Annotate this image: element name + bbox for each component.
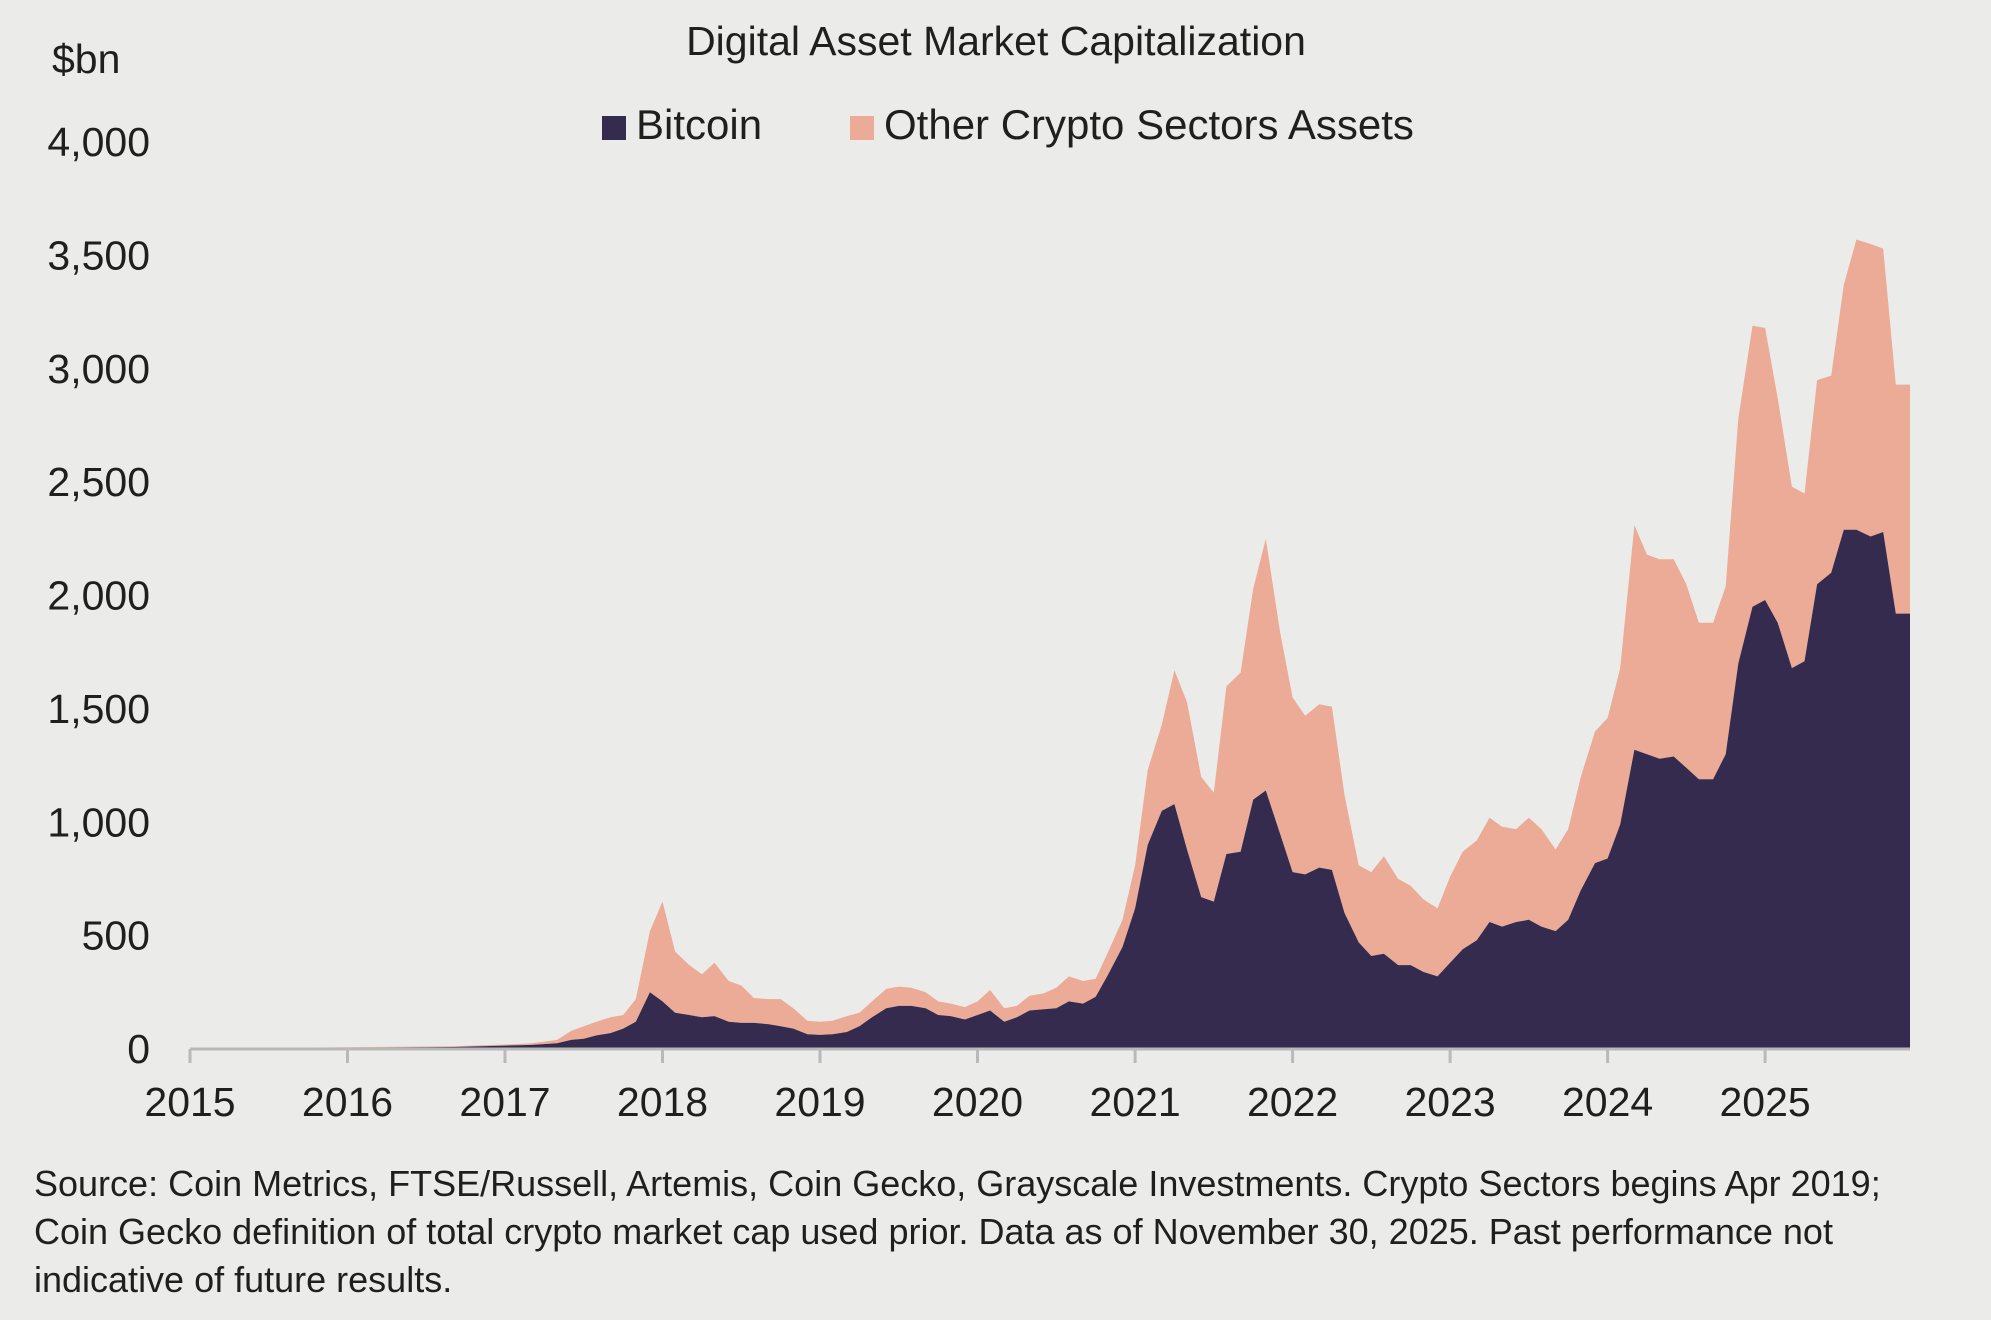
axes: 0 500 1,000 1,500 2,000 2,500 3,000 3,500 4,000 2…	[47, 119, 1910, 1125]
y-unit-label: $bn	[52, 36, 120, 82]
source-note: Source: Coin Metrics, FTSE/Russell, Arte…	[34, 1163, 1881, 1300]
series-area-other-crypto	[190, 239, 1910, 1049]
x-tick-label: 2021	[1089, 1079, 1180, 1125]
x-tick-label: 2023	[1404, 1079, 1495, 1125]
x-tick-label: 2022	[1247, 1079, 1338, 1125]
legend: Bitcoin Other Crypto Sectors Assets	[602, 101, 1414, 148]
x-tick-label: 2025	[1719, 1079, 1810, 1125]
y-tick-label: 500	[82, 913, 150, 959]
plot-area	[190, 239, 1910, 1049]
y-tick-label: 3,500	[47, 232, 150, 278]
y-tick-label: 4,000	[47, 119, 150, 165]
x-tick-label: 2024	[1562, 1079, 1653, 1125]
legend-label-other: Other Crypto Sectors Assets	[884, 101, 1414, 148]
legend-swatch-other	[850, 116, 874, 140]
chart-title: Digital Asset Market Capitalization	[686, 18, 1306, 64]
y-tick-label: 1,500	[47, 686, 150, 732]
legend-swatch-bitcoin	[602, 116, 626, 140]
x-tick-label: 2017	[459, 1079, 550, 1125]
y-tick-label: 2,500	[47, 459, 150, 505]
legend-label-bitcoin: Bitcoin	[636, 101, 762, 148]
series-area-bitcoin	[190, 529, 1910, 1049]
market-cap-chart: Digital Asset Market Capitalization $bn …	[47, 18, 1910, 1125]
x-tick-label: 2015	[144, 1079, 235, 1125]
y-tick-label: 2,000	[47, 573, 150, 619]
y-tick-label: 0	[127, 1026, 150, 1072]
x-tick-label: 2020	[932, 1079, 1023, 1125]
x-tick-label: 2019	[774, 1079, 865, 1125]
y-tick-label: 1,000	[47, 799, 150, 845]
x-tick-label: 2018	[617, 1079, 708, 1125]
y-tick-label: 3,000	[47, 346, 150, 392]
x-tick-label: 2016	[302, 1079, 393, 1125]
